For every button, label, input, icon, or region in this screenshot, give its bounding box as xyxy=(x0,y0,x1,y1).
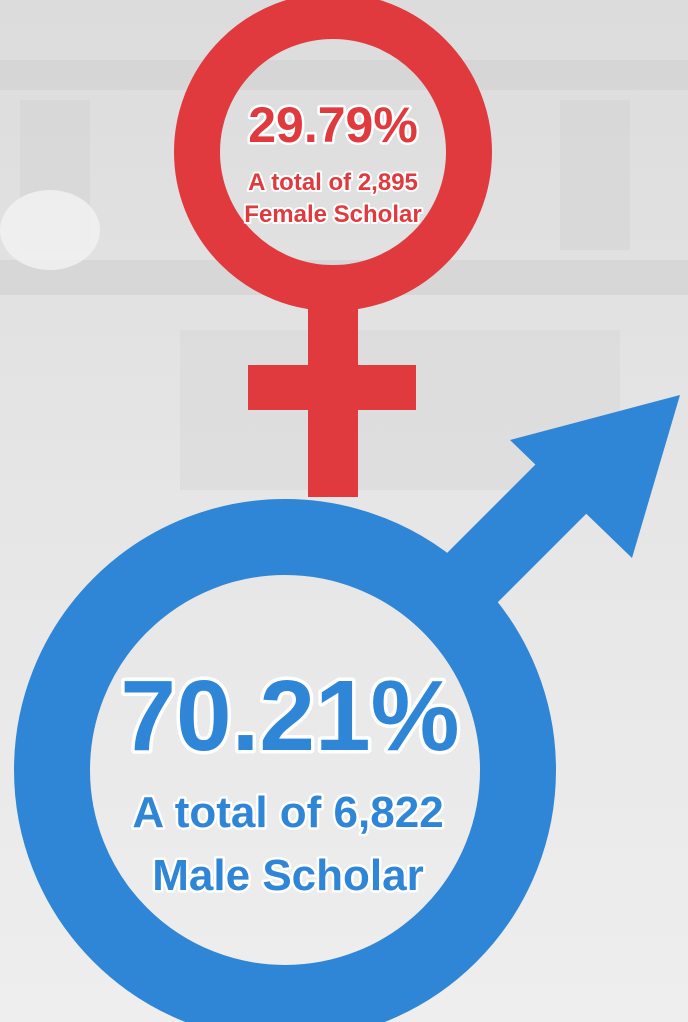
male-total: A total of 6,822 xyxy=(132,788,443,837)
male-label: Male Scholar xyxy=(152,851,423,900)
female-symbol xyxy=(174,0,492,497)
female-total: A total of 2,895 xyxy=(248,169,418,196)
male-percent: 70.21% xyxy=(120,660,459,772)
female-label: Female Scholar xyxy=(244,201,421,228)
male-symbol xyxy=(14,395,680,1022)
female-percent: 29.79% xyxy=(248,97,418,153)
